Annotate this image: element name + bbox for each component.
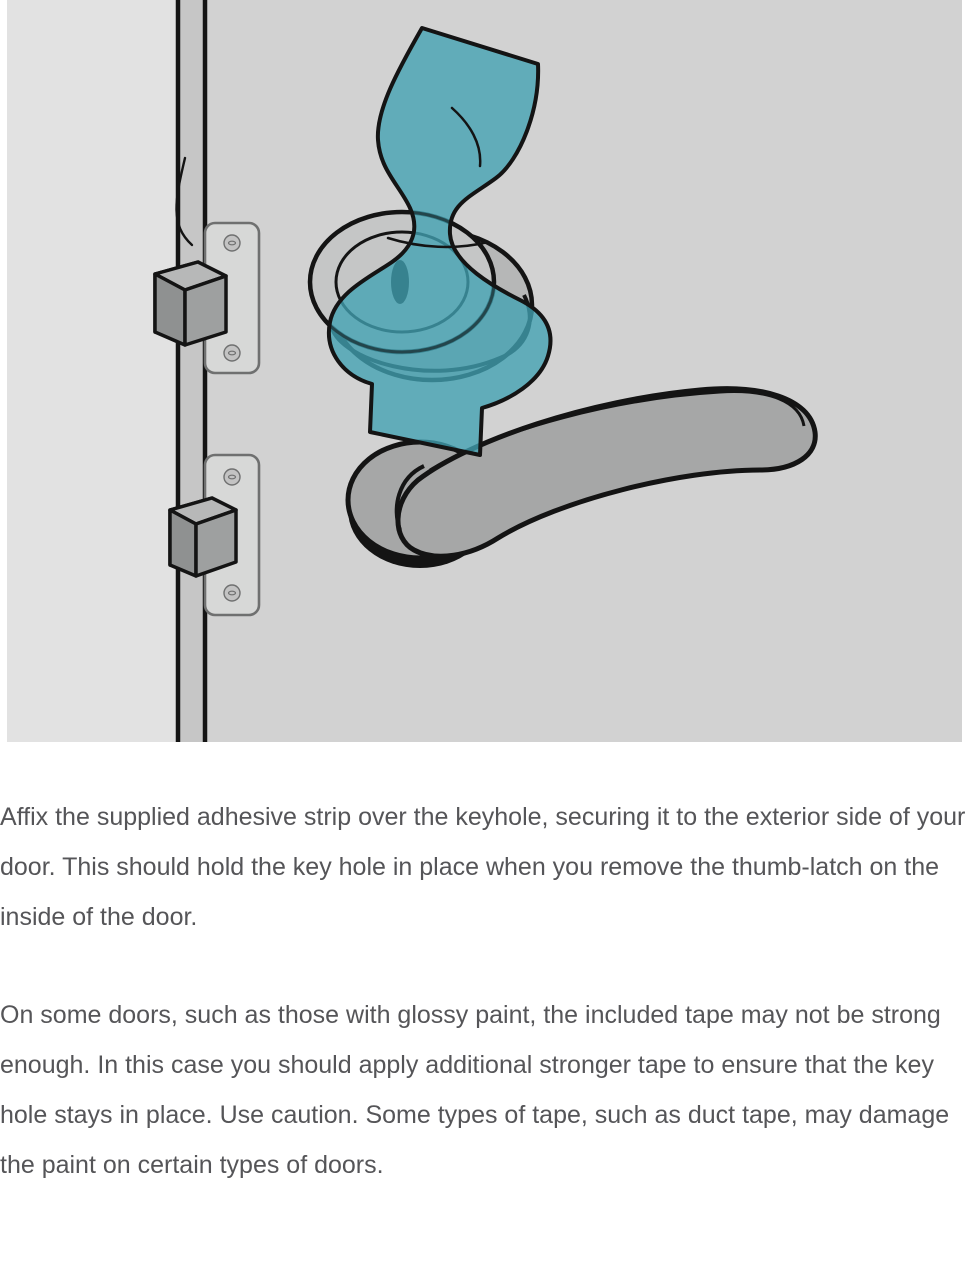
instruction-illustration — [0, 0, 971, 742]
lower-latch-bolt — [170, 498, 236, 576]
instruction-text: Affix the supplied adhesive strip over t… — [0, 742, 971, 1190]
upper-latch-bolt — [155, 262, 226, 345]
door-lock-diagram — [0, 0, 971, 742]
paragraph-2: On some doors, such as those with glossy… — [0, 990, 971, 1190]
paragraph-1: Affix the supplied adhesive strip over t… — [0, 792, 971, 942]
